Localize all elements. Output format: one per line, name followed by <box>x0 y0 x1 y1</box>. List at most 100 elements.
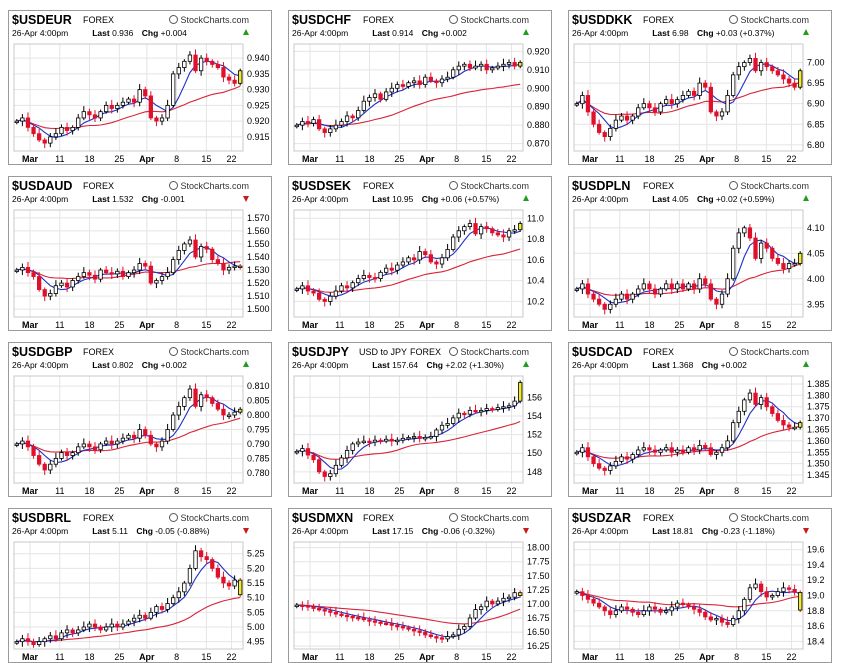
y-tick-label: 5.10 <box>247 593 265 603</box>
candle <box>652 445 658 457</box>
candle <box>109 435 114 449</box>
candle <box>120 619 126 631</box>
candle <box>445 631 450 642</box>
candle <box>484 596 489 611</box>
y-tick-label: 19.4 <box>807 560 825 570</box>
chart-symbol: $USDDKK <box>572 13 633 27</box>
chg-value: +0.002 <box>720 360 747 370</box>
candle <box>350 614 355 622</box>
candle <box>719 108 725 121</box>
moving-average-long <box>16 597 241 643</box>
candle <box>81 438 86 449</box>
candle <box>585 278 591 299</box>
candle <box>131 431 137 444</box>
candle <box>703 609 708 621</box>
x-tick-label: 18 <box>85 320 95 330</box>
candle <box>305 280 311 296</box>
quote-info: 26-Apr 4:00pm Last 1.368 Chg +0.002 <box>572 360 747 370</box>
chart-subtitle: USD to JPY <box>359 347 408 357</box>
candle <box>652 602 658 614</box>
candle <box>467 614 473 630</box>
candle <box>680 598 686 608</box>
candle <box>624 111 630 126</box>
candle <box>495 62 500 71</box>
candle <box>384 435 389 444</box>
chg-value: -0.06 (-0.32%) <box>440 526 495 536</box>
candle <box>473 604 478 621</box>
y-tick-label: 1.380 <box>807 390 830 400</box>
candle <box>675 280 680 294</box>
candle <box>384 88 389 102</box>
candle <box>781 414 786 430</box>
candle <box>686 89 691 98</box>
candle <box>753 52 758 73</box>
candle <box>708 612 713 623</box>
candle <box>53 630 59 642</box>
candle <box>742 397 747 416</box>
y-tick-label: 4.05 <box>807 248 825 258</box>
candle <box>148 91 153 121</box>
y-tick-label: 0.795 <box>247 425 270 435</box>
candle <box>608 606 613 619</box>
x-tick-label: 25 <box>114 486 124 496</box>
candle <box>786 584 792 594</box>
x-tick-label: 25 <box>114 320 124 330</box>
candle <box>747 389 753 404</box>
candle <box>495 229 500 238</box>
candle <box>434 259 439 270</box>
brand-label: StockCharts.com <box>449 347 529 357</box>
candle <box>204 53 209 66</box>
candle <box>98 267 103 283</box>
candle <box>686 445 691 455</box>
plot-frame <box>573 43 804 152</box>
chg-value: +0.06 (+0.57%) <box>440 194 500 204</box>
stockcharts-logo-icon <box>729 347 739 356</box>
candle <box>417 625 422 637</box>
brand-text: StockCharts.com <box>740 513 809 523</box>
quote-date: 26-Apr 4:00pm <box>12 194 69 204</box>
candle <box>580 280 585 295</box>
candle <box>636 608 641 618</box>
candle <box>753 232 758 261</box>
candle <box>669 93 674 109</box>
chg-label: Chg <box>701 360 719 370</box>
candle <box>758 240 764 264</box>
x-tick-label: 15 <box>481 320 491 330</box>
candle <box>439 253 445 269</box>
candle <box>120 433 126 445</box>
candle <box>462 62 467 71</box>
chg-label: Chg <box>426 360 443 370</box>
candle <box>350 441 355 455</box>
candle <box>98 109 103 122</box>
candle <box>300 117 305 131</box>
x-tick-label: Apr <box>139 652 155 662</box>
candle <box>411 625 417 637</box>
candle <box>171 594 176 606</box>
y-tick-label: 150 <box>527 448 542 458</box>
candle <box>322 297 327 307</box>
triangle-up-icon <box>803 29 809 35</box>
y-tick-label: 0.930 <box>247 85 270 95</box>
candle <box>619 291 624 302</box>
candle <box>42 287 47 302</box>
last-value: 6.98 <box>672 28 689 38</box>
candle <box>221 403 226 421</box>
candle <box>143 86 148 100</box>
chart-panel: $USDGBP FOREX StockCharts.com 26-Apr 4:00pm… <box>8 342 272 497</box>
chart-panel: $USDPLN FOREX StockCharts.com 26-Apr 4:00pm… <box>568 176 832 331</box>
chart-symbol: $USDEUR <box>12 13 72 27</box>
candle <box>232 75 237 87</box>
candle <box>439 75 445 87</box>
candle <box>675 96 680 108</box>
candle <box>400 621 406 631</box>
stockcharts-logo-icon <box>169 181 179 190</box>
y-tick-label: 152 <box>527 430 542 440</box>
candle <box>602 302 607 315</box>
candle <box>697 273 702 294</box>
chart-symbol: $USDAUD <box>12 179 73 193</box>
y-tick-label: 18.6 <box>807 621 825 631</box>
triangle-down-icon <box>523 528 529 534</box>
candle <box>154 441 159 452</box>
candle <box>109 99 114 114</box>
plot-frame <box>573 541 804 650</box>
